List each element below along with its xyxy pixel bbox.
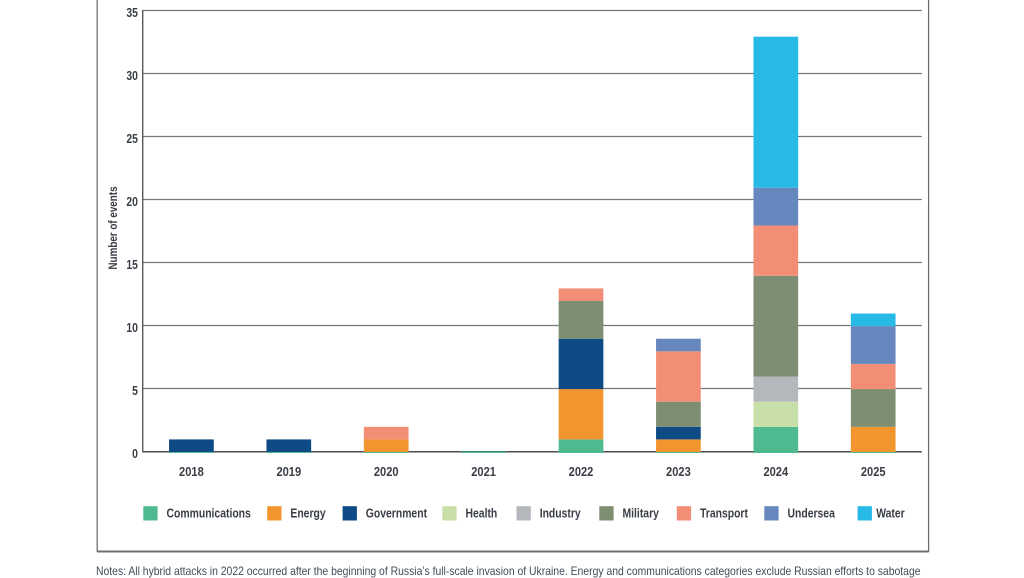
svg-text:Water: Water <box>876 506 905 520</box>
svg-text:Military: Military <box>623 506 660 520</box>
svg-text:5: 5 <box>132 384 138 398</box>
svg-text:2023: 2023 <box>666 464 691 479</box>
svg-text:Communications: Communications <box>167 506 252 520</box>
svg-text:Number of events: Number of events <box>107 186 120 269</box>
svg-text:20: 20 <box>126 195 138 209</box>
svg-text:Government: Government <box>366 506 427 520</box>
svg-text:Energy: Energy <box>290 506 326 520</box>
svg-text:2019: 2019 <box>276 464 301 479</box>
svg-text:25: 25 <box>126 132 138 146</box>
svg-text:10: 10 <box>126 321 138 335</box>
svg-text:30: 30 <box>126 69 138 83</box>
svg-text:2021: 2021 <box>471 464 496 479</box>
svg-text:2025: 2025 <box>861 464 886 479</box>
svg-text:Health: Health <box>466 506 498 520</box>
svg-text:15: 15 <box>126 258 138 272</box>
svg-text:2024: 2024 <box>763 464 788 479</box>
svg-text:35: 35 <box>126 6 138 20</box>
svg-text:Undersea: Undersea <box>788 506 836 520</box>
svg-text:2022: 2022 <box>569 464 594 479</box>
svg-text:2018: 2018 <box>179 464 204 479</box>
svg-text:0: 0 <box>132 447 138 461</box>
svg-text:Transport: Transport <box>700 506 748 520</box>
svg-text:2020: 2020 <box>374 464 399 479</box>
svg-text:Industry: Industry <box>540 506 581 520</box>
